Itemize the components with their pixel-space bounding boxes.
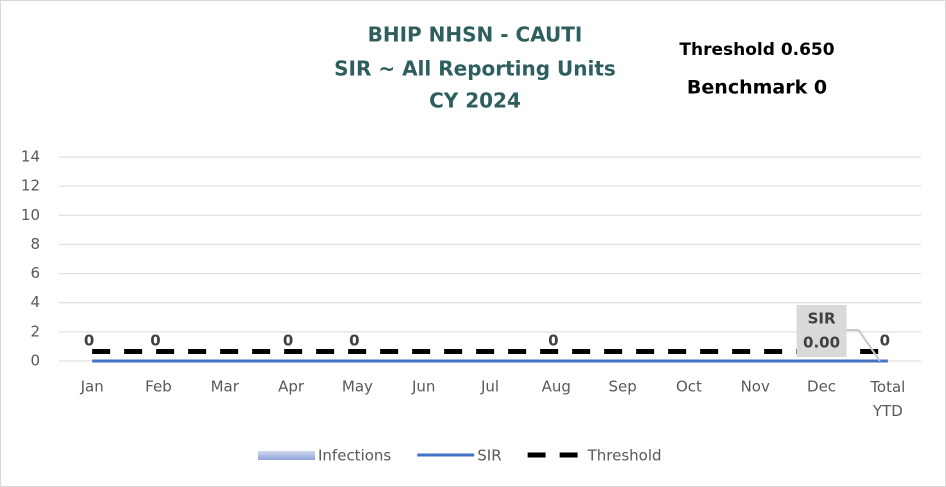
x-tick-label: Aug	[542, 378, 571, 396]
data-label: 0	[349, 332, 359, 350]
chart-title: CY 2024	[429, 89, 521, 113]
x-tick-label: Mar	[211, 378, 240, 396]
y-tick-label: 4	[30, 293, 40, 311]
x-tick-label: Jun	[411, 378, 435, 396]
callout-leader	[857, 329, 881, 362]
annotation: Threshold 0.650	[679, 40, 834, 60]
callout-box	[796, 305, 847, 357]
y-tick-label: 14	[21, 148, 40, 166]
legend-label: Threshold	[587, 447, 662, 465]
callout-series: SIR	[808, 310, 836, 328]
chart-title: BHIP NHSN - CAUTI	[368, 23, 583, 47]
y-tick-label: 2	[30, 322, 40, 340]
data-label: 0.00	[803, 334, 840, 352]
annotation: Benchmark 0	[687, 77, 827, 99]
x-tick-label: Jul	[480, 378, 499, 396]
x-tick-label: Feb	[145, 378, 172, 396]
x-tick-label: Dec	[807, 378, 836, 396]
y-tick-label: 12	[21, 177, 40, 195]
legend-label: Infections	[318, 447, 391, 465]
y-tick-label: 10	[21, 206, 40, 224]
data-label: 0	[150, 332, 160, 350]
data-label: 0	[84, 332, 94, 350]
data-label: 0	[880, 332, 890, 350]
data-label: 0	[548, 332, 558, 350]
chart-title: SIR ~ All Reporting Units	[334, 57, 616, 81]
legend-label: SIR	[477, 447, 501, 465]
x-tick-label: May	[342, 378, 373, 396]
y-tick-label: 6	[30, 264, 40, 282]
x-tick-label: Apr	[278, 378, 305, 396]
y-tick-label: 8	[30, 235, 40, 253]
x-tick-label: Total YTD	[869, 378, 905, 420]
x-tick-label: Sep	[608, 378, 636, 396]
x-tick-label: Oct	[676, 378, 702, 396]
legend-swatch	[258, 451, 315, 460]
data-label: 0	[283, 332, 293, 350]
x-tick-label: Nov	[741, 378, 770, 396]
x-tick-label: Jan	[80, 378, 104, 396]
y-tick-label: 0	[30, 352, 40, 370]
